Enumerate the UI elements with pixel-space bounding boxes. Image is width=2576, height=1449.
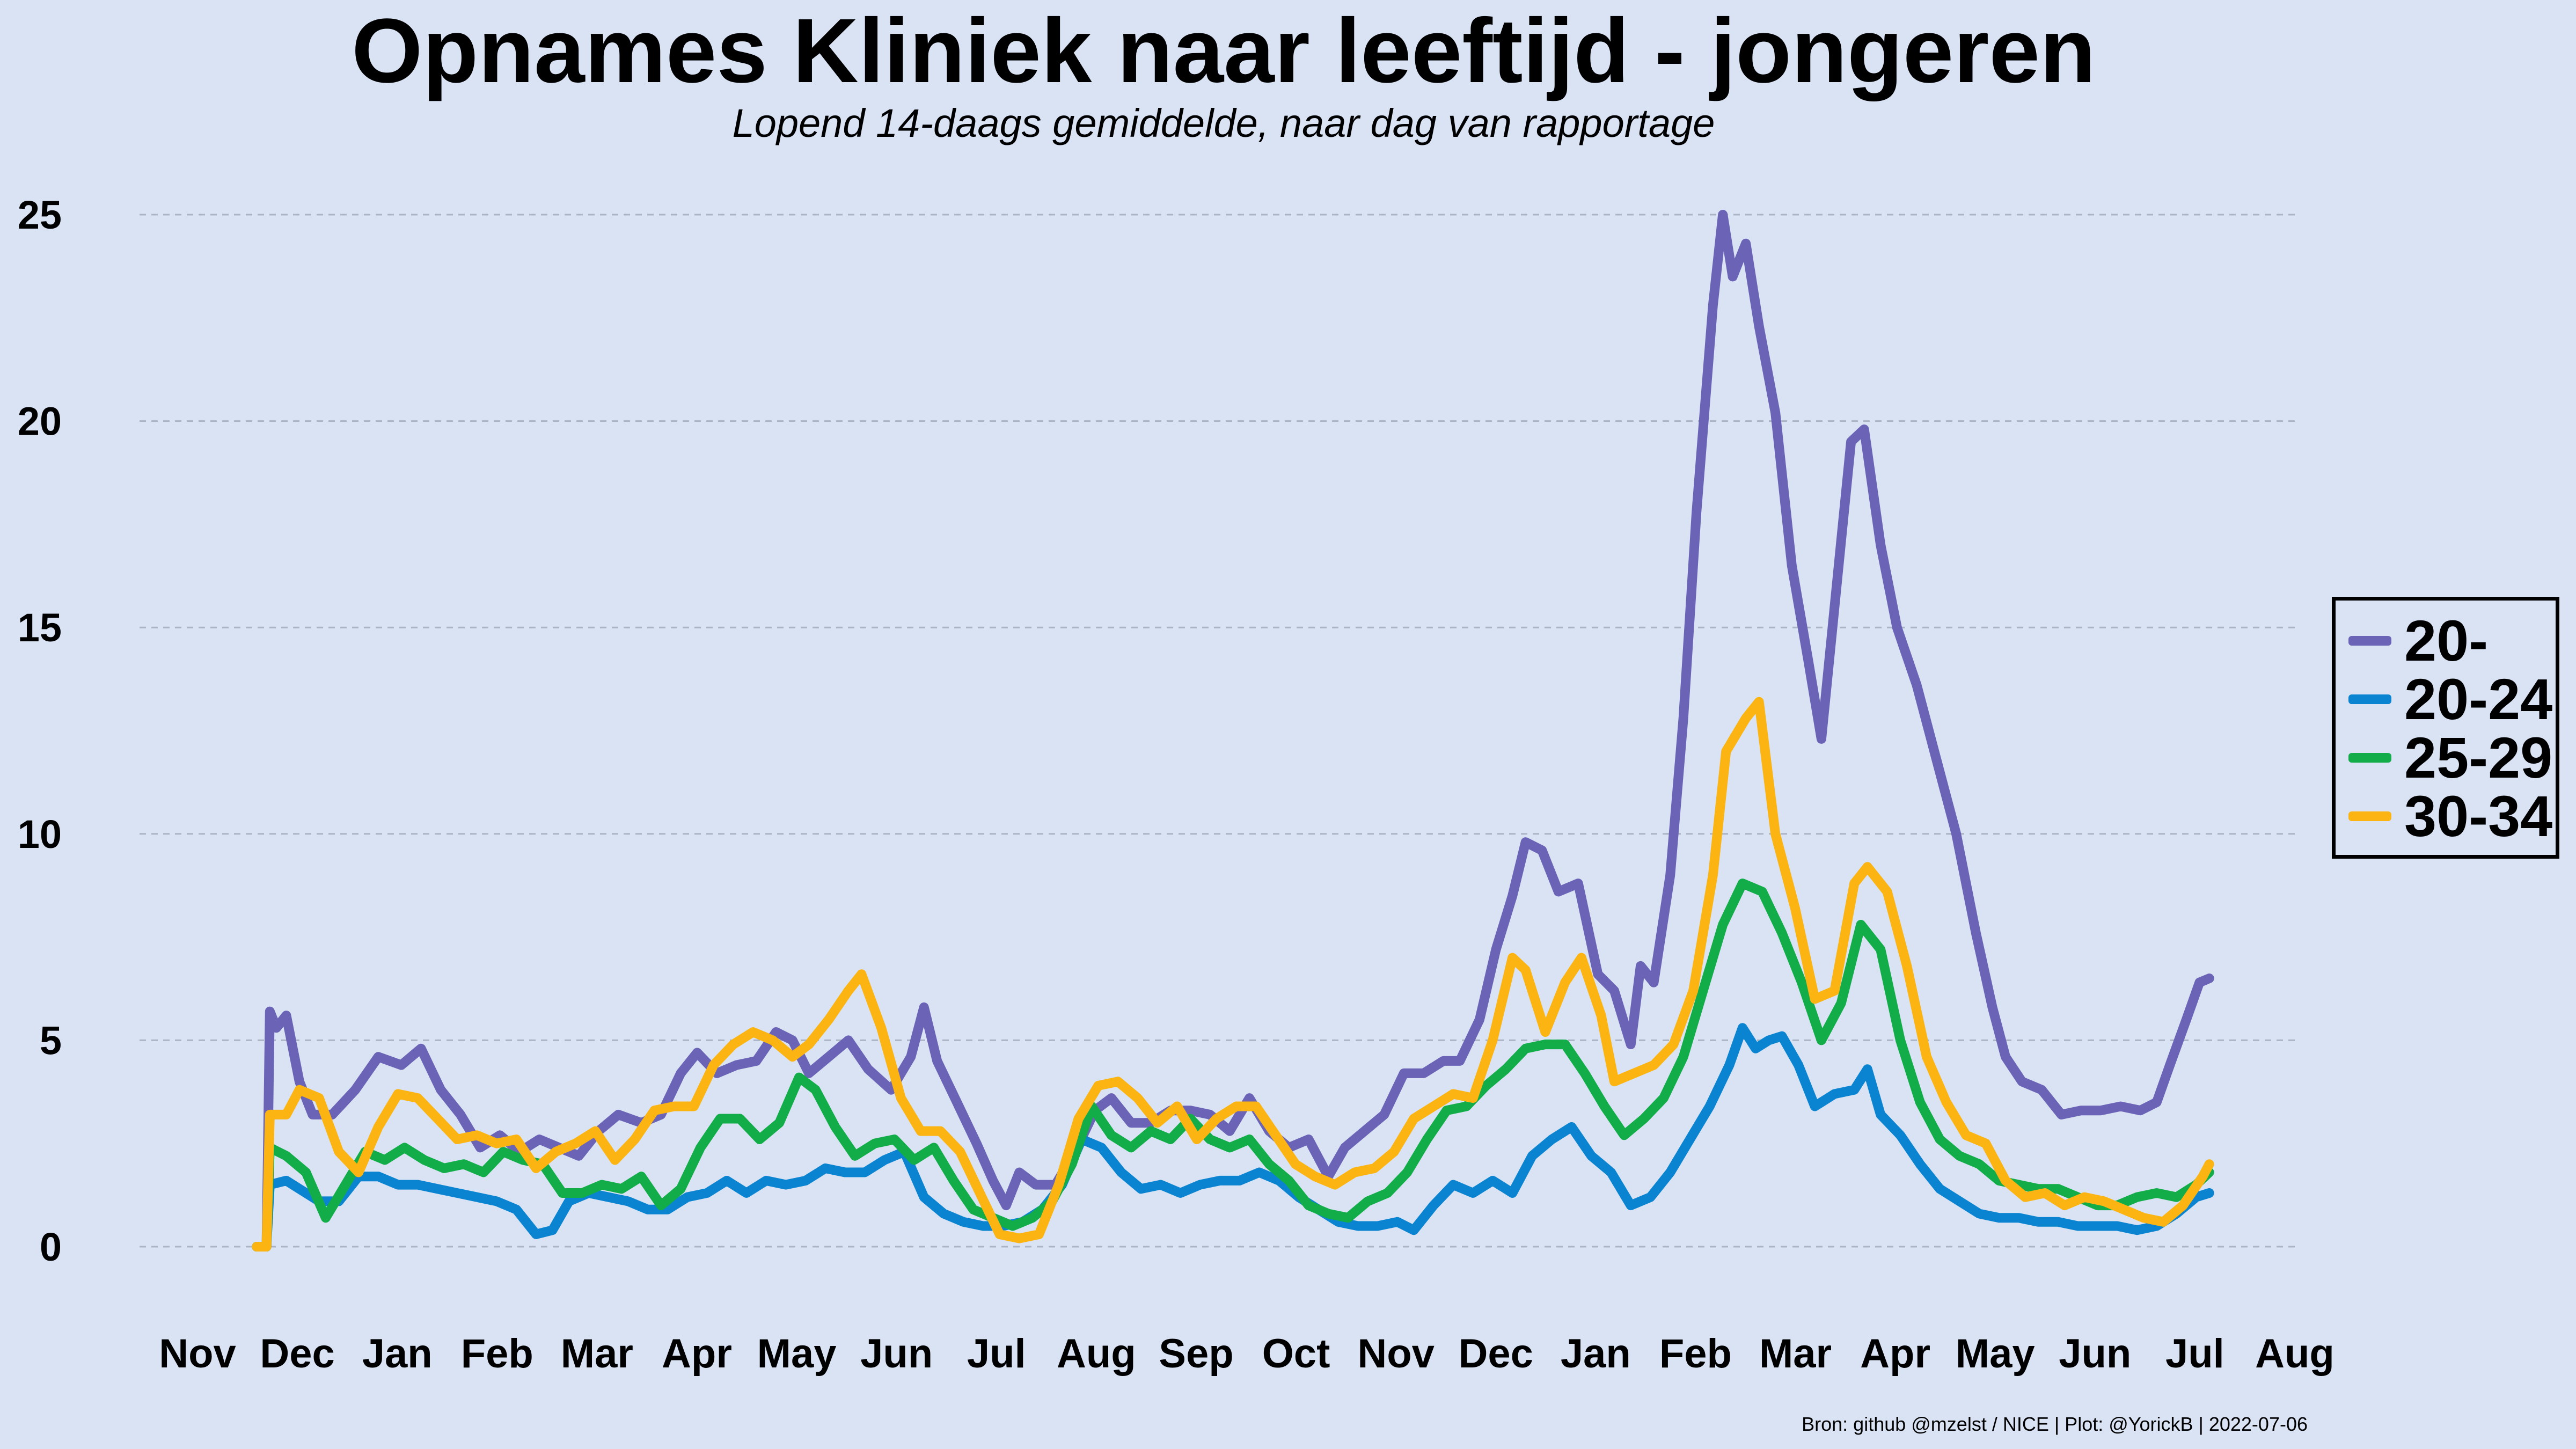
- x-tick-label: May: [1956, 1331, 2035, 1377]
- legend-label: 20-: [2404, 608, 2489, 673]
- x-axis-ticks: Nov Dec Jan Feb Mar Apr May Jun Jul Aug Sep Oct Nov D…: [159, 1331, 2334, 1377]
- x-tick-label: Aug: [2255, 1331, 2334, 1377]
- y-tick-label: 10: [18, 812, 62, 857]
- series-line-4: [252, 697, 2214, 1252]
- y-tick-label: 5: [40, 1018, 62, 1063]
- legend-item-30-34: 30-34: [2348, 787, 2556, 845]
- x-tick-label: Nov: [159, 1331, 236, 1377]
- gridlines: [140, 214, 2297, 1248]
- legend-label: 20-24: [2404, 667, 2553, 731]
- series-line-3: [252, 879, 2214, 1252]
- x-tick-label: Mar: [561, 1331, 633, 1377]
- x-tick-label: Aug: [1057, 1331, 1136, 1377]
- x-tick-label: Feb: [1659, 1331, 1732, 1377]
- x-tick-label: Jan: [362, 1331, 433, 1377]
- x-tick-label: Oct: [1262, 1331, 1330, 1377]
- source-note: Bron: github @mzelst / NICE | Plot: @Yor…: [1802, 1413, 2308, 1435]
- x-tick-label: Jun: [860, 1331, 933, 1377]
- legend: 20- 20-24 25-29 30-34: [2332, 597, 2559, 859]
- legend-swatch: [2348, 694, 2391, 704]
- x-tick-label: Jan: [1561, 1331, 1631, 1377]
- legend-swatch: [2348, 752, 2391, 763]
- legend-item-25-29: 25-29: [2348, 728, 2556, 787]
- y-tick-label: 20: [18, 399, 62, 444]
- x-tick-label: Mar: [1759, 1331, 1832, 1377]
- legend-swatch: [2348, 635, 2391, 646]
- x-tick-label: Sep: [1159, 1331, 1233, 1377]
- x-tick-label: Feb: [461, 1331, 533, 1377]
- legend-label: 25-29: [2404, 725, 2553, 790]
- x-tick-label: May: [757, 1331, 837, 1377]
- legend-swatch: [2348, 811, 2391, 821]
- y-tick-label: 15: [18, 605, 62, 650]
- legend-item-20-24: 20-24: [2348, 670, 2556, 728]
- x-tick-label: Apr: [1860, 1331, 1930, 1377]
- x-tick-label: Nov: [1357, 1331, 1435, 1377]
- chart-subtitle: Lopend 14-daags gemiddelde, naar dag van…: [732, 101, 1715, 145]
- series-lines: [252, 210, 2214, 1252]
- y-tick-label: 25: [18, 193, 62, 237]
- x-tick-label: Dec: [260, 1331, 334, 1377]
- x-tick-label: Jul: [967, 1331, 1026, 1377]
- x-tick-label: Jul: [2165, 1331, 2224, 1377]
- series-line-2: [252, 1023, 2214, 1252]
- legend-label: 30-34: [2404, 784, 2553, 848]
- x-tick-label: Apr: [662, 1331, 732, 1377]
- y-axis-ticks: 0 5 10 15 20 25: [18, 193, 62, 1269]
- x-tick-label: Jun: [2059, 1331, 2131, 1377]
- x-tick-label: Dec: [1459, 1331, 1533, 1377]
- legend-item-20-: 20-: [2348, 611, 2556, 670]
- y-tick-label: 0: [40, 1225, 62, 1269]
- chart-title: Opnames Kliniek naar leeftijd - jongeren: [352, 0, 2096, 102]
